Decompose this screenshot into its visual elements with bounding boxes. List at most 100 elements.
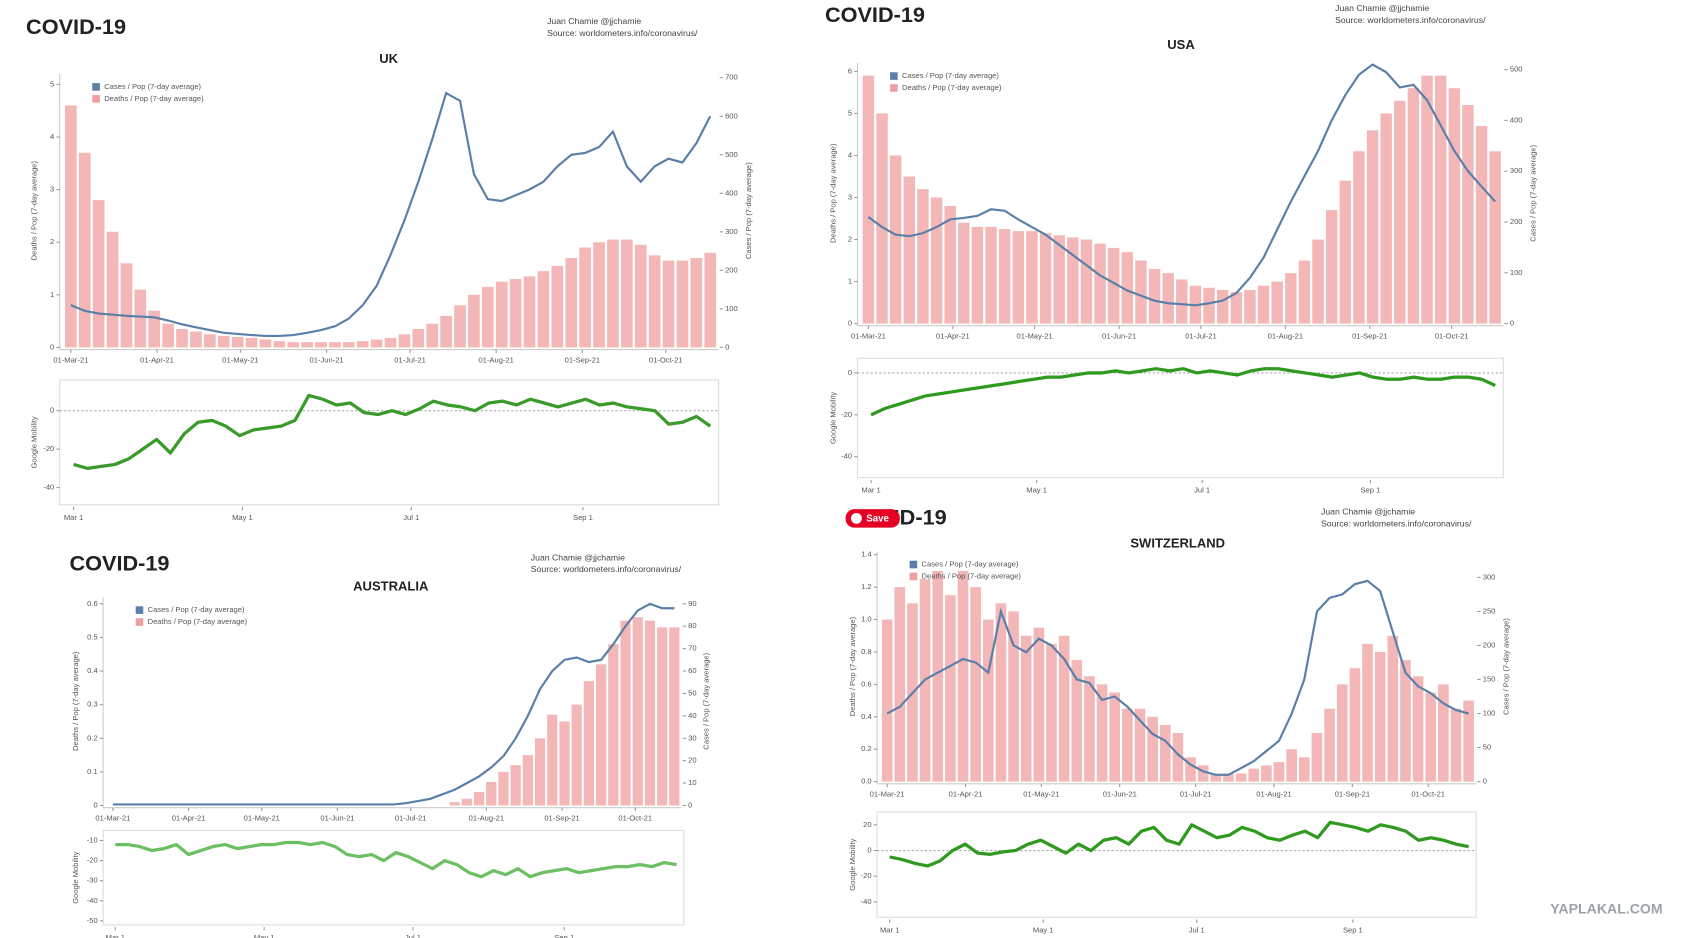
y-tick-label: 1.2 (861, 582, 872, 591)
bar (1380, 113, 1392, 324)
y-tick-label: 0.6 (87, 599, 98, 608)
credit: Source: worldometers.info/coronavirus/ (1335, 15, 1486, 25)
y-axis-title: Google Mobility (829, 392, 838, 444)
y2-tick-label: 50 (688, 688, 696, 697)
bar (1020, 635, 1032, 782)
x-tick-label: 01-Jul-21 (1180, 790, 1212, 799)
credit: Juan Chamie @jjchamie (547, 16, 641, 26)
y-tick-label: 0 (848, 319, 852, 328)
bar (1244, 289, 1256, 324)
bar (1271, 281, 1283, 324)
bar (958, 222, 970, 324)
x-tick-label: 01-Sep-21 (544, 814, 579, 823)
y-axis-title: Google Mobility (848, 838, 857, 890)
bar (245, 337, 258, 348)
y2-axis-title: Cases / Pop (7-day average) (702, 652, 711, 749)
bar (384, 337, 397, 348)
bar (412, 329, 425, 348)
y-tick-label: 5 (848, 108, 852, 117)
credit: Juan Chamie @jjchamie (531, 552, 625, 562)
bar (971, 226, 984, 324)
bar (534, 738, 546, 806)
y-axis-title: Deaths / Pop (7-day average) (829, 143, 838, 243)
bar (1008, 611, 1019, 782)
y-tick-label: 0 (848, 368, 852, 377)
bar (1285, 273, 1297, 324)
y2-tick-label: 400 (725, 188, 738, 197)
bar (1067, 237, 1079, 324)
plot-frame (876, 811, 1477, 918)
bar (620, 620, 631, 806)
bar (498, 771, 509, 806)
y-tick-label: -50 (87, 916, 98, 925)
x-tick-label: 01-Mar-21 (870, 790, 905, 799)
bar (1107, 247, 1120, 324)
x-tick-label: Mar 1 (880, 925, 899, 934)
bar (982, 619, 994, 782)
x-tick-label: 01-Mar-21 (53, 355, 88, 364)
legend-label: Deaths / Pop (7-day average) (922, 571, 1022, 580)
bar (1261, 765, 1272, 782)
y-tick-label: 0 (93, 800, 97, 809)
bar (495, 281, 508, 348)
bar (608, 644, 619, 806)
y2-tick-label: 60 (688, 666, 696, 675)
bar (190, 331, 202, 348)
y-tick-label: 0.5 (87, 632, 98, 641)
y2-tick-label: 0 (1483, 777, 1487, 786)
bar (1094, 243, 1106, 324)
x-tick-label: 01-Mar-21 (95, 814, 130, 823)
y-tick-label: 0.4 (861, 712, 872, 721)
bar (301, 342, 313, 348)
chart-title: AUSTRALIA (353, 579, 429, 594)
y2-tick-label: 70 (688, 644, 696, 653)
y-tick-label: 4 (848, 150, 852, 159)
x-tick-label: 01-Jun-21 (320, 814, 354, 823)
bar (1353, 151, 1365, 324)
y2-tick-label: 150 (1483, 674, 1496, 683)
bar (985, 226, 997, 324)
bar (217, 335, 230, 348)
credit: Juan Chamie @jjchamie (1321, 507, 1415, 517)
line (112, 602, 675, 806)
x-tick-label: 01-May-21 (244, 814, 280, 823)
save-button[interactable]: Save (845, 509, 900, 528)
x-tick-label: 01-Apr-21 (949, 790, 983, 799)
x-tick-label: 01-May-21 (1023, 790, 1059, 799)
y2-tick-label: 700 (725, 73, 738, 82)
legend-label: Cases / Pop (7-day average) (104, 82, 201, 91)
x-tick-label: 01-Apr-21 (172, 814, 206, 823)
y2-tick-label: 0 (1510, 319, 1514, 328)
bar (565, 258, 578, 348)
panel-heading: COVID-19 (26, 14, 126, 39)
bar (1400, 660, 1411, 782)
chart-title: USA (1167, 37, 1195, 52)
bar (559, 721, 570, 806)
y-tick-label: -40 (841, 452, 852, 461)
bar (1273, 762, 1285, 782)
legend-label: Cases / Pop (7-day average) (902, 71, 999, 80)
bar (1339, 180, 1352, 324)
x-tick-label: May 1 (232, 513, 253, 522)
x-tick-label: 01-Oct-21 (649, 355, 683, 364)
x-tick-label: 01-May-21 (1017, 332, 1053, 341)
bar (342, 342, 355, 348)
x-tick-label: May 1 (1033, 925, 1054, 934)
x-tick-label: 01-Sep-21 (565, 355, 600, 364)
x-tick-label: 01-Apr-21 (936, 332, 970, 341)
bar (1148, 268, 1161, 324)
y2-tick-label: 0 (725, 342, 729, 351)
x-tick-label: 01-Aug-21 (1268, 332, 1303, 341)
bar (454, 305, 466, 348)
bar (1080, 239, 1093, 324)
bar (1298, 260, 1311, 324)
y2-tick-label: 100 (1510, 268, 1523, 277)
bar (1084, 676, 1095, 782)
y2-axis-title: Cases / Pop (7-day average) (744, 162, 753, 259)
bar (632, 617, 643, 806)
y-tick-label: 0.4 (87, 666, 98, 675)
bar (1489, 151, 1501, 324)
bar (231, 336, 244, 348)
legend-label: Deaths / Pop (7-day average) (104, 94, 204, 103)
